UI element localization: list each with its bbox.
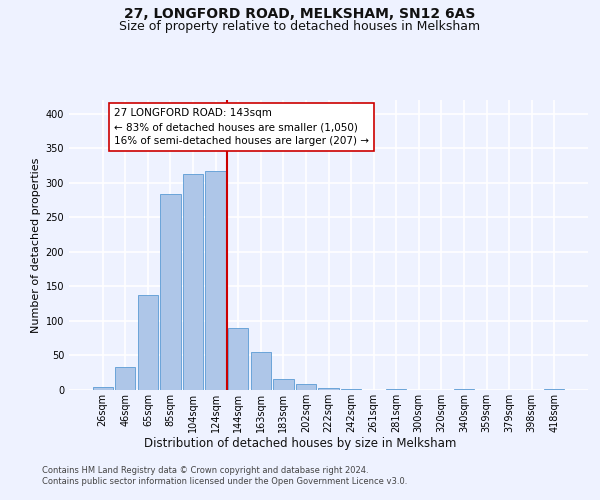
Text: 27 LONGFORD ROAD: 143sqm
← 83% of detached houses are smaller (1,050)
16% of sem: 27 LONGFORD ROAD: 143sqm ← 83% of detach… <box>114 108 369 146</box>
Text: Contains public sector information licensed under the Open Government Licence v3: Contains public sector information licen… <box>42 478 407 486</box>
Bar <box>160 194 181 390</box>
Bar <box>296 384 316 390</box>
Text: Contains HM Land Registry data © Crown copyright and database right 2024.: Contains HM Land Registry data © Crown c… <box>42 466 368 475</box>
Bar <box>544 388 565 390</box>
Text: 27, LONGFORD ROAD, MELKSHAM, SN12 6AS: 27, LONGFORD ROAD, MELKSHAM, SN12 6AS <box>124 8 476 22</box>
Text: Distribution of detached houses by size in Melksham: Distribution of detached houses by size … <box>144 438 456 450</box>
Y-axis label: Number of detached properties: Number of detached properties <box>31 158 41 332</box>
Bar <box>205 171 226 390</box>
Bar <box>92 386 113 390</box>
Bar <box>319 388 338 390</box>
Bar <box>273 379 293 390</box>
Bar <box>183 174 203 390</box>
Bar <box>228 328 248 390</box>
Text: Size of property relative to detached houses in Melksham: Size of property relative to detached ho… <box>119 20 481 33</box>
Bar <box>115 367 136 390</box>
Bar <box>138 294 158 390</box>
Bar <box>251 352 271 390</box>
